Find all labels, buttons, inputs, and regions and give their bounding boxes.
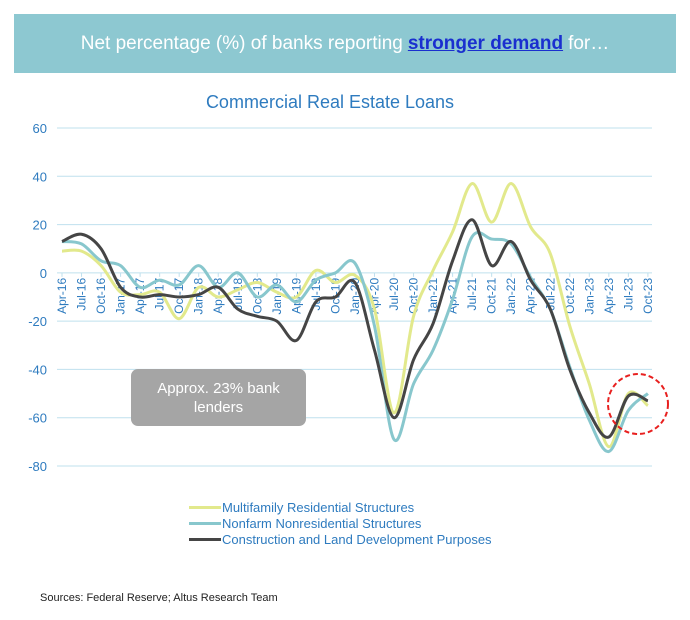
legend-swatch [189, 505, 221, 509]
x-tick-label: Jul-20 [387, 278, 401, 311]
highlight-circle [607, 373, 669, 435]
y-tick-label: -20 [28, 314, 47, 329]
y-tick-label: 20 [33, 218, 47, 233]
legend-swatch [189, 521, 221, 525]
legend-item-multifamily: Multifamily Residential Structures [189, 499, 492, 515]
x-tick-label: Jul-21 [465, 278, 479, 311]
source-note: Sources: Federal Reserve; Altus Research… [40, 592, 278, 604]
series-line-2 [61, 218, 649, 439]
x-tick-label: Oct-20 [407, 278, 421, 314]
legend-item-nonfarm: Nonfarm Nonresidential Structures [189, 515, 492, 531]
x-tick-label: Oct-22 [563, 278, 577, 314]
annotation-box: Approx. 23% bank lenders [131, 369, 306, 426]
x-tick-label: Jul-18 [231, 278, 245, 311]
chart-title: Commercial Real Estate Loans [205, 92, 455, 112]
banner-prefix: Net percentage (%) of banks reporting [80, 32, 403, 54]
legend-label: Nonfarm Nonresidential Structures [222, 515, 422, 531]
legend-item-construction: Construction and Land Development Purpos… [189, 531, 492, 547]
legend-label: Multifamily Residential Structures [222, 499, 415, 515]
x-tick-label: Oct-16 [94, 278, 108, 314]
legend-swatch [189, 537, 221, 541]
legend: Multifamily Residential Structures Nonfa… [189, 499, 492, 547]
x-tick-label: Apr-16 [55, 278, 69, 314]
x-tick-label: Jul-19 [309, 278, 323, 311]
x-tick-label: Apr-23 [602, 278, 616, 314]
x-tick-label: Jul-23 [621, 278, 635, 311]
y-tick-label: 60 [33, 121, 47, 136]
banner-highlight: stronger demand [407, 32, 564, 54]
banner: Net percentage (%) of banks reporting st… [14, 14, 676, 73]
y-tick-label: 40 [33, 169, 47, 184]
x-tick-label: Oct-21 [485, 278, 499, 314]
x-tick-label: Oct-23 [641, 278, 655, 314]
y-tick-label: -60 [28, 411, 47, 426]
y-tick-label: -80 [28, 459, 47, 474]
x-tick-label: Jan-21 [426, 278, 440, 315]
x-tick-label: Jan-23 [582, 278, 596, 315]
y-tick-label: -40 [28, 362, 47, 377]
x-tick-label: Jan-22 [504, 278, 518, 315]
banner-suffix: for… [568, 32, 610, 54]
legend-label: Construction and Land Development Purpos… [222, 531, 492, 547]
x-tick-label: Jul-16 [75, 278, 89, 311]
y-tick-label: 0 [40, 266, 47, 281]
